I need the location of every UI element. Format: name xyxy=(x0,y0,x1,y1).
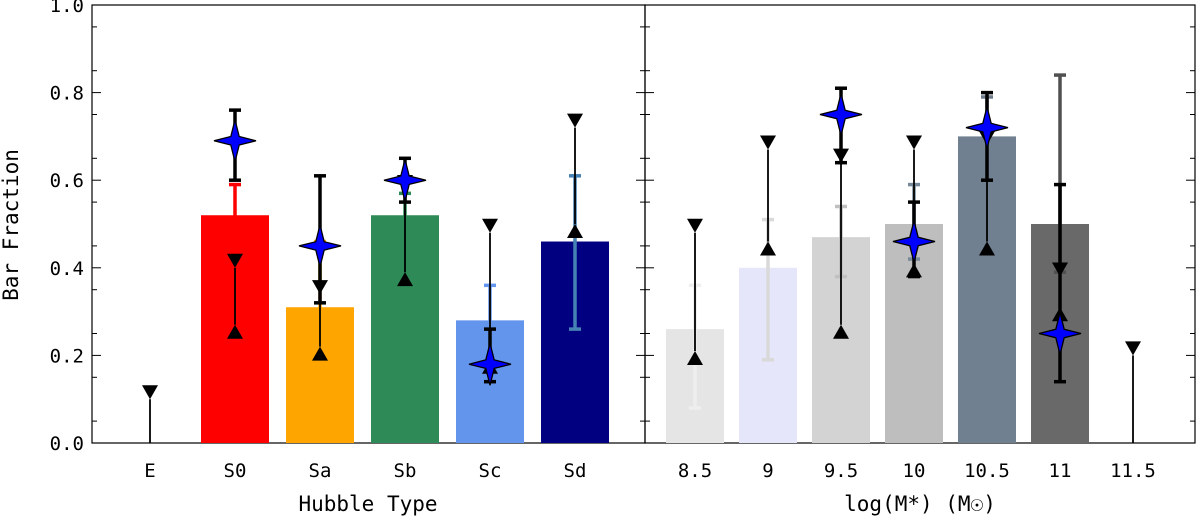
star-point-Sb xyxy=(383,159,427,202)
x-tick-label-Sb: Sb xyxy=(394,460,417,482)
x-tick-label-8.5: 8.5 xyxy=(678,460,712,482)
lower-limit-marker-Sa xyxy=(312,346,328,361)
lower-limit-marker-Sd xyxy=(567,224,583,238)
y-tick-label: 0.0 xyxy=(50,433,84,455)
lower-limit-marker-8.5 xyxy=(687,351,703,366)
right-panel: 8.5 9 9.5 10 10.5 11 11.5 xyxy=(644,4,1196,482)
upper-limit-marker-S0 xyxy=(227,253,243,268)
x-tick-label-10: 10 xyxy=(903,460,926,482)
star-point-10 xyxy=(892,220,936,263)
upper-limit-marker-9 xyxy=(760,135,776,150)
x-tick-label-S0: S0 xyxy=(224,460,247,482)
upper-limit-marker-8.5 xyxy=(687,218,703,233)
upper-limit-marker-Sd xyxy=(567,113,583,128)
bar-error-S0 xyxy=(229,182,241,253)
upper-limit-marker-11.5 xyxy=(1125,341,1141,356)
lower-limit-marker-10.5 xyxy=(979,241,995,256)
star-point-9.5 xyxy=(819,93,863,136)
x-tick-label-Sd: Sd xyxy=(564,460,587,482)
star-point-S0 xyxy=(213,119,257,162)
x-tick-label-11.5: 11.5 xyxy=(1110,460,1156,482)
y-tick-label: 0.6 xyxy=(50,170,84,192)
x-tick-label-10.5: 10.5 xyxy=(964,460,1010,482)
x-tick-label-9: 9 xyxy=(762,460,773,482)
x-tick-label-9.5: 9.5 xyxy=(824,460,858,482)
upper-limit-marker-10 xyxy=(906,135,922,150)
left-x-axis-title: Hubble Type xyxy=(298,492,437,516)
lower-limit-marker-9 xyxy=(760,241,776,256)
x-tick-label-Sa: Sa xyxy=(309,460,332,482)
lower-limit-marker-Sb xyxy=(397,272,413,287)
y-tick-label: 0.2 xyxy=(50,345,84,367)
x-tick-label-11: 11 xyxy=(1049,460,1072,482)
upper-limit-marker-Sc xyxy=(482,218,498,233)
y-tick-label: 0.8 xyxy=(50,83,84,105)
y-axis-title: Bar Fraction xyxy=(0,149,23,301)
y-tick-label: 0.4 xyxy=(50,258,84,280)
star-point-11 xyxy=(1038,312,1082,355)
left-panel: 0.0 0.2 0.4 0.6 0.8 1.0 E S0 Sa Sb Sc Sd xyxy=(50,0,646,482)
x-tick-label-E: E xyxy=(144,460,155,482)
star-point-10.5 xyxy=(965,106,1009,149)
y-tick-label: 1.0 xyxy=(50,0,84,17)
upper-limit-marker-E xyxy=(142,385,158,400)
star-point-Sc xyxy=(468,343,512,386)
lower-limit-marker-9.5 xyxy=(833,324,849,339)
right-x-axis-title: log(M*) (M☉) xyxy=(844,492,996,516)
x-tick-label-Sc: Sc xyxy=(479,460,502,482)
lower-limit-marker-S0 xyxy=(227,324,243,339)
star-point-Sa xyxy=(298,224,342,268)
